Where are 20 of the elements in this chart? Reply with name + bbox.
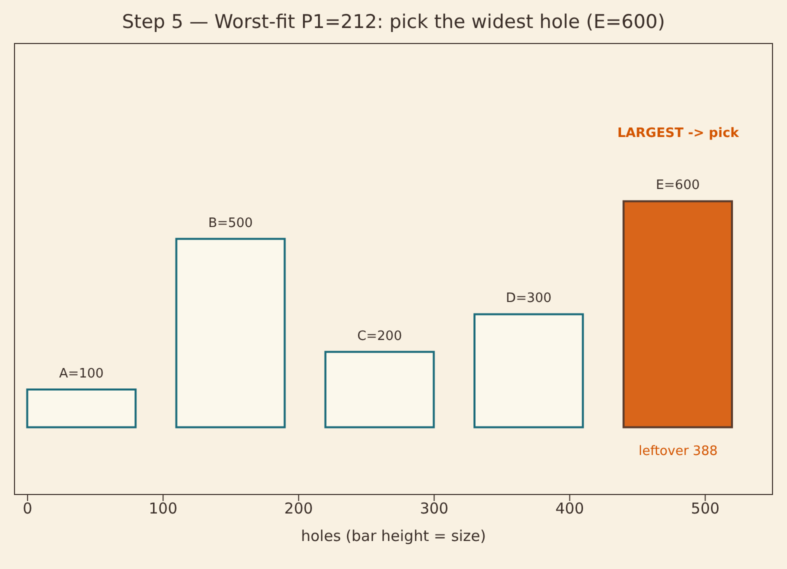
x-tick-label: 300 [420,500,448,518]
bar [473,313,584,428]
x-tick-label: 100 [148,500,178,518]
chart-title: Step 5 — Worst-fit P1=212: pick the widest hole (E=600) [120,11,666,33]
annotation: leftover 388 [638,444,718,460]
data-label: D=300 [506,291,552,306]
bar [26,388,137,428]
bar [622,200,733,428]
data-label: B=500 [208,216,253,231]
x-tick-label: 0 [22,500,32,518]
x-tick-label: 200 [284,500,313,518]
x-tick-label: 500 [690,500,720,518]
text: LARGEST -> pick [617,126,740,142]
data-label: C=200 [357,328,402,344]
bar [175,238,286,428]
x-axis-title: holes (bar height = size) [300,527,486,545]
bar [324,350,435,428]
data-label: A=100 [59,366,104,382]
x-tick-label: 400 [555,500,584,518]
data-label: E=600 [656,178,700,194]
